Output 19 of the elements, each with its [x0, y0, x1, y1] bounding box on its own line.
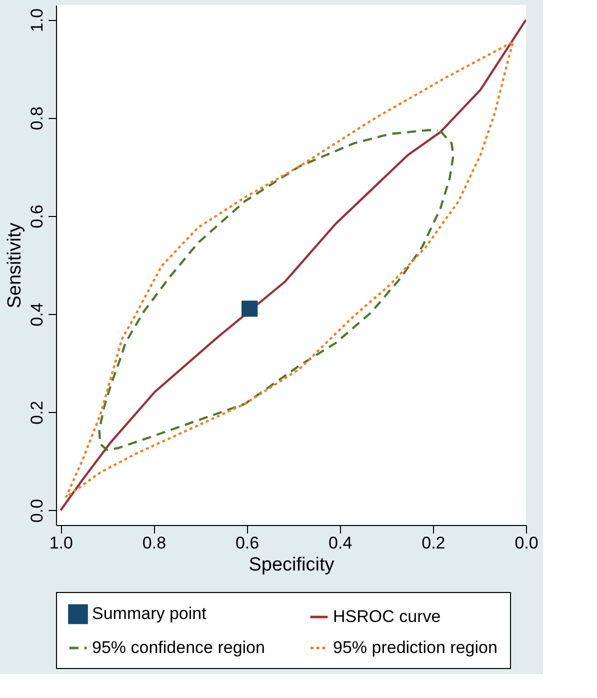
y-tick-label: 0.0	[28, 498, 46, 523]
legend-label: HSROC curve	[333, 607, 441, 626]
x-tick-label: 0.0	[514, 534, 538, 552]
y-axis-title: Sensitivity	[4, 222, 26, 308]
x-axis-title: Specificity	[248, 554, 335, 576]
x-tick-label: 0.6	[235, 534, 260, 552]
y-tick-label: 0.2	[28, 400, 46, 424]
y-tick-label: 1.0	[28, 8, 46, 32]
legend-label: Summary point	[92, 604, 207, 624]
y-tick-label: 0.4	[28, 302, 46, 326]
line-series	[98, 128, 455, 452]
y-tick-label: 0.8	[28, 106, 46, 130]
x-tick-label: 0.2	[422, 534, 446, 552]
x-tick-label: 1.0	[49, 534, 73, 552]
y-tick-label: 0.6	[28, 204, 46, 228]
legend-label: 95% prediction region	[333, 638, 498, 657]
x-tick-label: 0.8	[142, 534, 166, 552]
x-tick-label: 0.4	[328, 534, 352, 552]
legend-label: 95% confidence region	[92, 638, 265, 657]
